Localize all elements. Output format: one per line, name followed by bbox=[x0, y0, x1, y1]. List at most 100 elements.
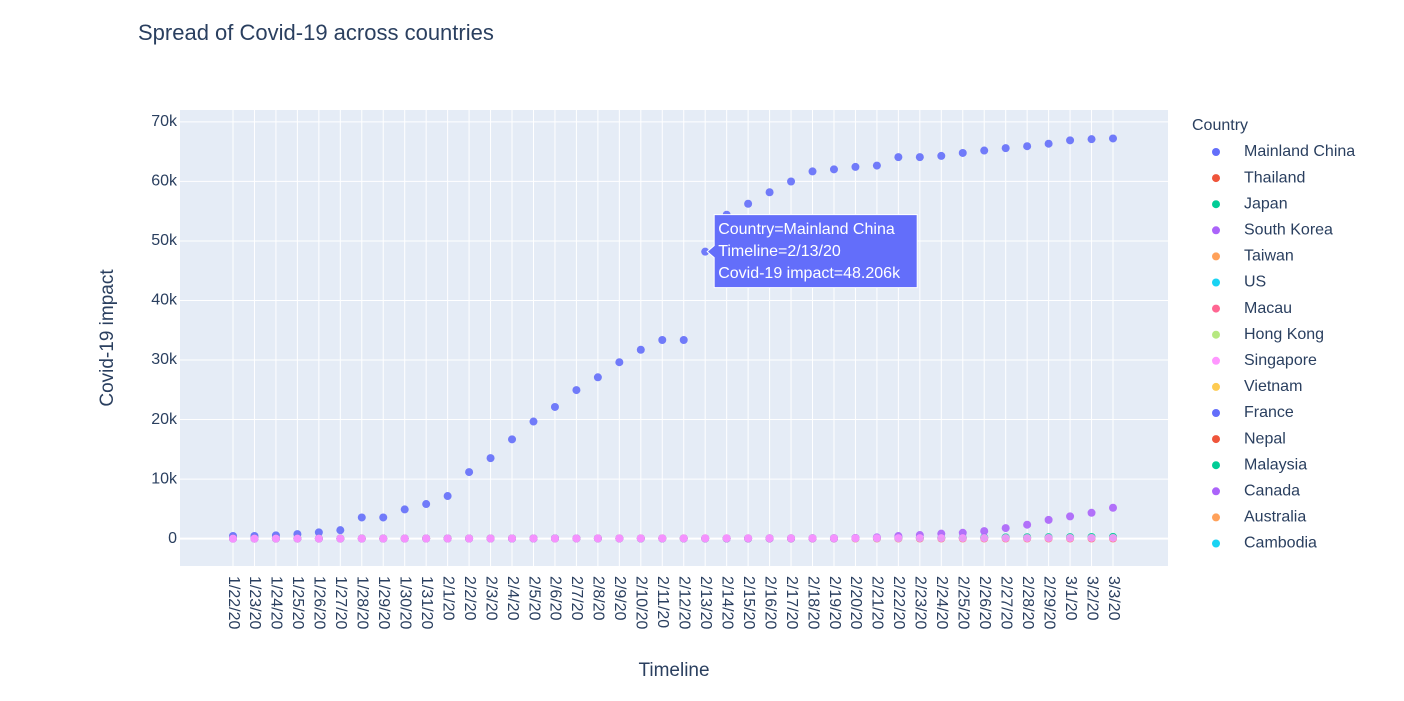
point bbox=[529, 534, 538, 543]
point bbox=[1109, 134, 1117, 143]
legend-marker bbox=[1212, 174, 1220, 183]
legend-marker bbox=[1212, 382, 1220, 391]
y-tick-label: 70k bbox=[151, 113, 178, 130]
point bbox=[550, 534, 559, 543]
legend-marker bbox=[1212, 330, 1220, 339]
point bbox=[550, 402, 559, 411]
legend-marker bbox=[1212, 226, 1220, 235]
x-tick-label: 2/1/20 bbox=[439, 576, 456, 621]
grid: 1/22/20 1/23/20 1/24/20 1/25/20 1/26/20 1/27/… bbox=[151, 110, 1168, 629]
point bbox=[958, 148, 967, 157]
point bbox=[808, 534, 817, 543]
x-tick-label: 2/3/20 bbox=[482, 576, 499, 621]
y-axis-label: Covid-19 impact bbox=[97, 269, 118, 407]
x-tick-label: 2/10/20 bbox=[633, 576, 650, 629]
point bbox=[422, 534, 431, 543]
legend-marker bbox=[1212, 539, 1220, 548]
point bbox=[1066, 512, 1075, 521]
point bbox=[615, 358, 624, 367]
x-tick-label: 2/20/20 bbox=[847, 576, 864, 629]
point bbox=[915, 534, 924, 543]
x-tick-label: 3/2/20 bbox=[1083, 576, 1100, 621]
point bbox=[357, 534, 366, 543]
point bbox=[465, 534, 474, 543]
point bbox=[1087, 508, 1096, 517]
legend-marker bbox=[1212, 278, 1220, 287]
x-tick-label: 2/6/20 bbox=[547, 576, 564, 621]
x-tick-label: 2/13/20 bbox=[697, 576, 714, 629]
y-tick-label: 60k bbox=[151, 173, 178, 190]
legend-label: Mainland China bbox=[1244, 143, 1355, 160]
x-tick-label: 2/27/20 bbox=[997, 576, 1014, 629]
point bbox=[872, 161, 881, 170]
point bbox=[293, 534, 302, 543]
legend-label: Macau bbox=[1244, 300, 1292, 317]
point bbox=[336, 526, 345, 535]
legend-label: US bbox=[1244, 274, 1266, 291]
x-tick-label: 2/14/20 bbox=[718, 576, 735, 629]
legend-marker bbox=[1212, 200, 1220, 209]
point bbox=[980, 146, 989, 155]
point bbox=[593, 534, 602, 543]
point bbox=[400, 505, 409, 514]
point bbox=[937, 534, 946, 543]
point bbox=[701, 534, 710, 543]
x-tick-label: 2/25/20 bbox=[955, 576, 972, 629]
point bbox=[508, 435, 517, 444]
x-tick-label: 2/19/20 bbox=[826, 576, 843, 629]
legend-marker bbox=[1212, 148, 1220, 156]
x-tick-label: 1/22/20 bbox=[225, 576, 242, 629]
point bbox=[1087, 135, 1096, 144]
point bbox=[679, 534, 688, 543]
x-tick-label: 2/9/20 bbox=[611, 576, 628, 621]
point bbox=[1023, 142, 1032, 151]
point bbox=[314, 534, 323, 543]
point bbox=[658, 534, 667, 543]
legend-label: Hong Kong bbox=[1244, 326, 1324, 343]
point bbox=[937, 151, 946, 160]
point bbox=[250, 534, 259, 543]
point bbox=[765, 188, 774, 197]
tooltip-box bbox=[706, 214, 918, 289]
x-tick-label: 2/15/20 bbox=[740, 576, 757, 629]
point bbox=[851, 534, 860, 543]
legend-marker bbox=[1212, 513, 1220, 522]
point bbox=[314, 528, 323, 537]
legend-marker bbox=[1212, 304, 1220, 313]
point bbox=[1109, 503, 1117, 512]
tooltip-text: Timeline=2/13/20 bbox=[718, 243, 841, 260]
point bbox=[958, 534, 967, 543]
legend-marker bbox=[1212, 435, 1220, 444]
y-tick-label: 20k bbox=[151, 411, 178, 428]
legend: Mainland China Thailand Japan South Korea Ta… bbox=[1212, 143, 1355, 552]
x-tick-label: 3/3/20 bbox=[1105, 576, 1122, 621]
legend-marker bbox=[1212, 487, 1220, 496]
point bbox=[1044, 534, 1053, 543]
point bbox=[1001, 534, 1010, 543]
point bbox=[1066, 136, 1075, 145]
x-tick-label: 2/8/20 bbox=[590, 576, 607, 621]
legend-label: Vietnam bbox=[1244, 378, 1302, 395]
x-tick-label: 2/16/20 bbox=[761, 576, 778, 629]
legend-label: Singapore bbox=[1244, 352, 1317, 369]
y-tick-label: 30k bbox=[151, 351, 178, 368]
x-tick-label: 2/18/20 bbox=[804, 576, 821, 629]
point bbox=[679, 335, 688, 344]
x-tick-label: 2/7/20 bbox=[568, 576, 585, 621]
x-tick-label: 3/1/20 bbox=[1062, 576, 1079, 621]
legend-label: South Korea bbox=[1244, 222, 1333, 239]
point bbox=[787, 177, 796, 186]
point bbox=[379, 513, 388, 522]
x-tick-label: 2/2/20 bbox=[461, 576, 478, 621]
x-tick-label: 1/23/20 bbox=[246, 576, 263, 629]
point bbox=[593, 373, 602, 382]
point bbox=[980, 534, 989, 543]
x-tick-label: 1/24/20 bbox=[268, 576, 285, 629]
point bbox=[1023, 520, 1032, 529]
x-tick-label: 2/11/20 bbox=[654, 576, 671, 628]
point bbox=[636, 345, 645, 354]
y-tick-label: 40k bbox=[151, 292, 178, 309]
legend-label: France bbox=[1244, 404, 1294, 421]
point bbox=[465, 468, 474, 477]
